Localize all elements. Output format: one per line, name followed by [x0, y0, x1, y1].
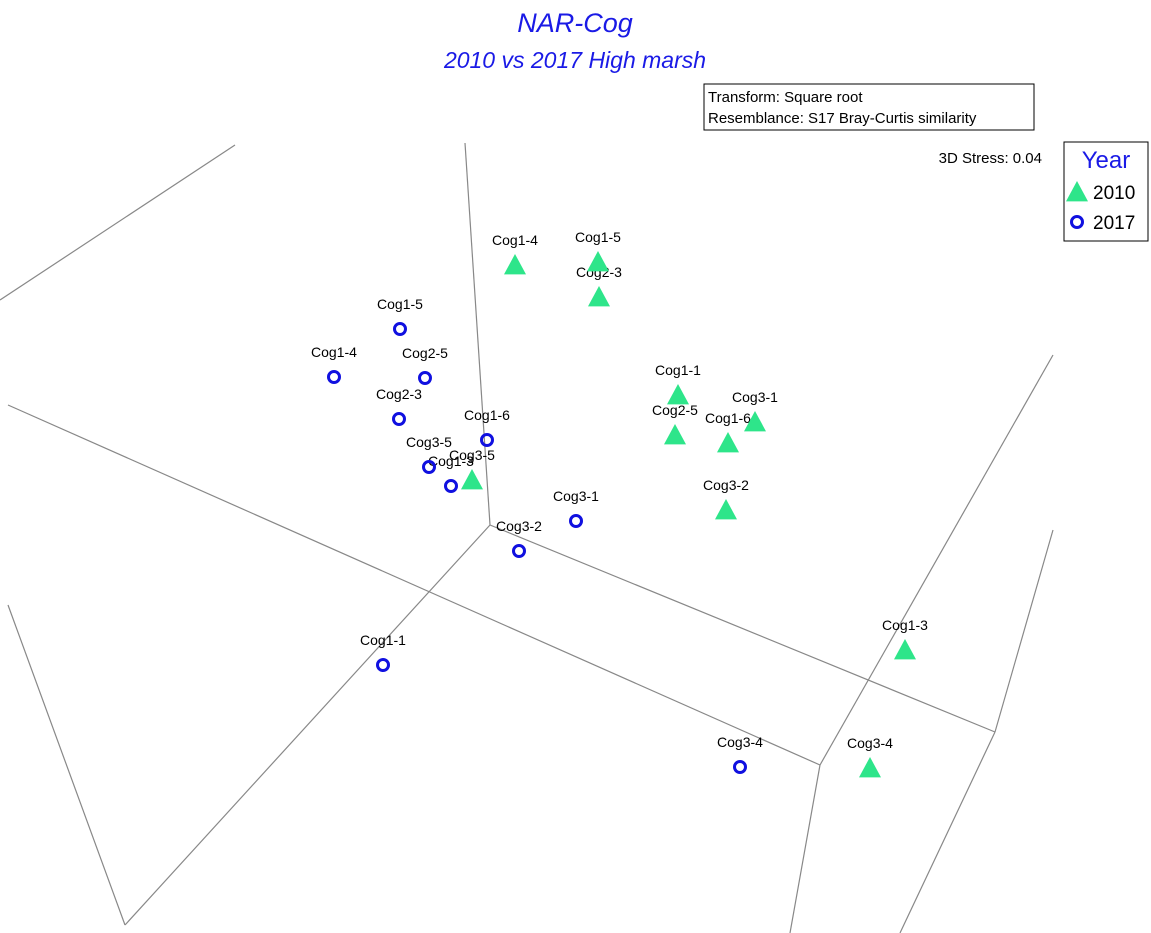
point-label: Cog2-3 [376, 386, 422, 402]
plot-area: Cog1-4 Cog1-5 Cog2-3 Cog1-1 Cog3-1 Cog2-5 Cog1… [311, 229, 928, 778]
legend-label: 2010 [1093, 183, 1135, 204]
point-label: Cog1-4 [311, 344, 357, 360]
point-label: Cog1-3 [428, 453, 474, 469]
point [588, 286, 610, 307]
point-label: Cog3-5 [449, 447, 495, 463]
point-label: Cog1-5 [377, 296, 423, 312]
point [393, 322, 407, 336]
frame-edge [994, 529, 1054, 733]
frame-edge [124, 524, 491, 926]
legend: 2010 2017 [1066, 181, 1135, 234]
frame-edge [464, 142, 491, 526]
mds-frame [0, 142, 1054, 933]
frame-edge [489, 524, 996, 733]
frame-edge [7, 604, 126, 926]
frame-edge [819, 354, 1054, 766]
point [859, 757, 881, 778]
point [480, 433, 494, 447]
legend-marker [1070, 215, 1084, 229]
point [327, 370, 341, 384]
point [715, 499, 737, 520]
point [444, 479, 458, 493]
annotation: Transform: Square root [708, 89, 863, 106]
point [667, 384, 689, 405]
point-label: Cog1-6 [705, 410, 751, 426]
point-label: Cog3-5 [406, 434, 452, 450]
point-label: Cog2-5 [652, 402, 698, 418]
point [392, 412, 406, 426]
point [744, 411, 766, 432]
point-label: Cog1-3 [882, 617, 928, 633]
chart-title: NAR-Cog [517, 8, 633, 38]
point [894, 639, 916, 660]
stress-label: 3D Stress: 0.04 [939, 150, 1042, 167]
point-label: Cog2-3 [576, 264, 622, 280]
frame-edge [899, 731, 996, 933]
annotation-box [703, 83, 1035, 131]
annotation: Resemblance: S17 Bray-Curtis similarity [708, 110, 977, 127]
point [733, 760, 747, 774]
point [422, 460, 436, 474]
point-label: Cog3-1 [732, 389, 778, 405]
legend-title: Year [1082, 147, 1131, 174]
frame-edge [0, 144, 236, 301]
point-label: Cog1-1 [655, 362, 701, 378]
point [504, 254, 526, 275]
point [717, 432, 739, 453]
legend-marker [1066, 181, 1088, 202]
point [664, 424, 686, 445]
legend-label: 2017 [1093, 213, 1135, 234]
point-label: Cog1-4 [492, 232, 538, 248]
point-label: Cog1-5 [575, 229, 621, 245]
point-label: Cog1-6 [464, 407, 510, 423]
point-label: Cog3-2 [496, 518, 542, 534]
frame-edge [789, 764, 821, 933]
frame-edge [7, 404, 821, 766]
point-label: Cog3-4 [717, 734, 763, 750]
point [512, 544, 526, 558]
point [587, 251, 609, 272]
point [376, 658, 390, 672]
point-label: Cog2-5 [402, 345, 448, 361]
point-label: Cog3-4 [847, 735, 893, 751]
point-label: Cog1-1 [360, 632, 406, 648]
point-label: Cog3-2 [703, 477, 749, 493]
point [461, 469, 483, 490]
point [418, 371, 432, 385]
point-label: Cog3-1 [553, 488, 599, 504]
point [569, 514, 583, 528]
chart-subtitle: 2010 vs 2017 High marsh [443, 47, 706, 73]
